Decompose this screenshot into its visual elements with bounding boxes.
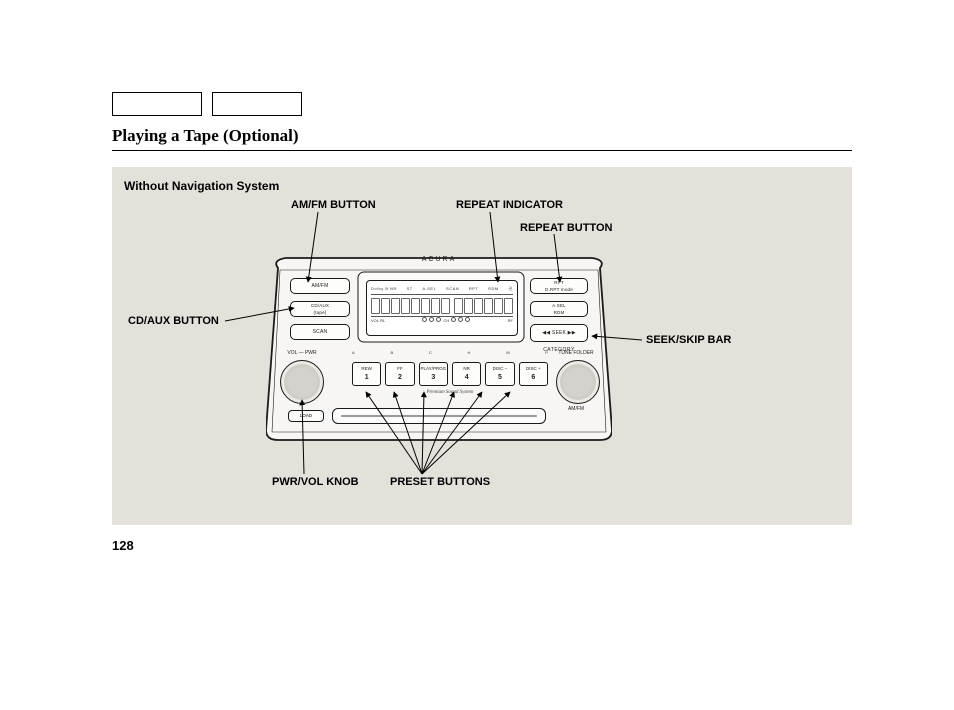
- tune-sublabel: AM/FM: [546, 406, 606, 412]
- display-screen: Dolby B NRST A.SELSCAN RPTRDM 卍 VOL RL C…: [366, 280, 518, 336]
- left-button-column: AM/FM CD/AUX(tape) SCAN: [290, 278, 350, 340]
- preset-5[interactable]: DISC −5: [485, 362, 514, 386]
- callout-repeat-indicator: REPEAT INDICATOR: [456, 199, 563, 211]
- callout-cd-aux: CD/AUX BUTTON: [128, 315, 219, 327]
- section-tabs: [112, 92, 302, 116]
- stereo-unit: ACURA Dolby B NRST A.SELSCAN RPTRDM 卍 VO…: [266, 252, 612, 442]
- tune-knob[interactable]: [556, 360, 600, 404]
- display-indicators: Dolby B NRST A.SELSCAN RPTRDM 卍: [371, 284, 513, 295]
- callout-seek-skip: SEEK/SKIP BAR: [646, 334, 731, 346]
- seek-skip-bar[interactable]: ◀◀ SEEK ▶▶: [530, 324, 588, 342]
- preset-2[interactable]: FF2: [385, 362, 414, 386]
- right-button-column: RPTD.RPT mode A.SELRDM ◀◀ SEEK ▶▶: [530, 278, 588, 342]
- panel-title: Without Navigation System: [124, 179, 279, 193]
- brand-label: ACURA: [266, 256, 612, 263]
- sound-system-label: Premium Sound System: [352, 390, 548, 395]
- section-rule: [112, 150, 852, 151]
- rpt-button[interactable]: RPTD.RPT mode: [530, 278, 588, 294]
- preset-4[interactable]: NR4: [452, 362, 481, 386]
- callout-am-fm: AM/FM BUTTON: [291, 199, 376, 211]
- callout-pwr-vol: PWR/VOL KNOB: [272, 476, 359, 488]
- display-digits: [371, 297, 513, 315]
- preset-6[interactable]: DISC +6: [519, 362, 548, 386]
- am-fm-button[interactable]: AM/FM: [290, 278, 350, 294]
- manual-page: Playing a Tape (Optional) Without Naviga…: [0, 0, 954, 710]
- vol-pwr-label: VOL — PWR: [272, 350, 332, 356]
- asel-button[interactable]: A.SELRDM: [530, 301, 588, 317]
- page-number: 128: [112, 538, 134, 553]
- preset-3[interactable]: PLAY/PROG3: [419, 362, 448, 386]
- cd-aux-button[interactable]: CD/AUX(tape): [290, 301, 350, 317]
- disc-slot: [332, 408, 546, 424]
- preset-1[interactable]: REW1: [352, 362, 381, 386]
- tune-folder-label: TUNE FOLDER: [546, 350, 606, 356]
- callout-preset: PRESET BUTTONS: [390, 476, 490, 488]
- preset-row: REW1 FF2 PLAY/PROG3 NR4 DISC −5 DISC +6: [352, 362, 548, 386]
- preset-scale: AB CH MP: [352, 350, 548, 358]
- section-title: Playing a Tape (Optional): [112, 126, 299, 146]
- pwr-vol-knob[interactable]: [280, 360, 324, 404]
- tab-placeholder: [212, 92, 302, 116]
- callout-repeat-button: REPEAT BUTTON: [520, 222, 613, 234]
- display-bottom: VOL RL CH RF: [371, 316, 513, 331]
- tab-placeholder: [112, 92, 202, 116]
- load-button[interactable]: LOAD: [288, 410, 324, 422]
- scan-button[interactable]: SCAN: [290, 324, 350, 340]
